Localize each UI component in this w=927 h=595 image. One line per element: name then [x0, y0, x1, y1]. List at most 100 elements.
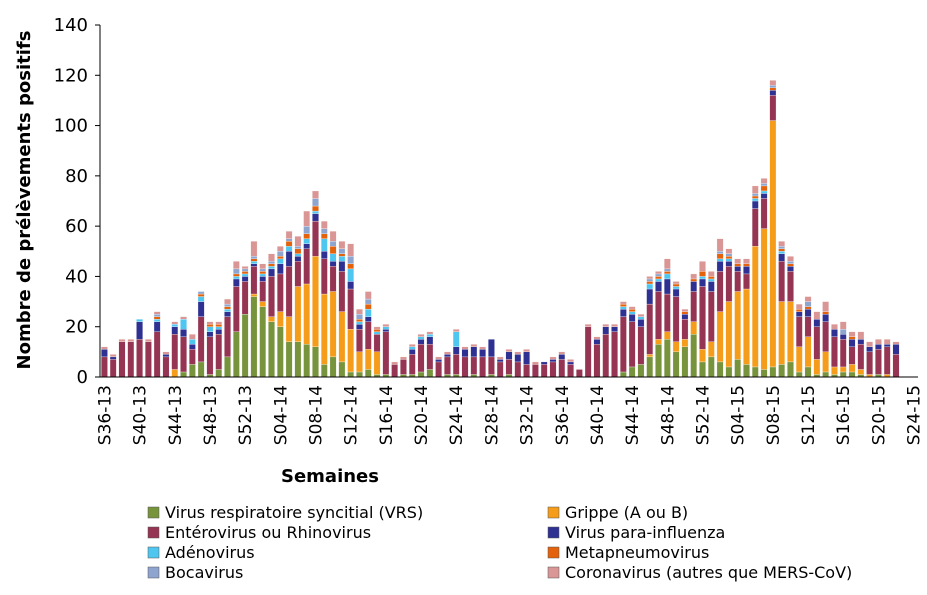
bar-segment: [303, 238, 311, 244]
bar-segment: [760, 228, 768, 370]
x-tick-label: S12-15: [799, 385, 819, 445]
bar-segment: [426, 336, 434, 345]
bar-segment: [672, 281, 680, 285]
bar-segment: [250, 258, 258, 262]
x-tick-label: S24-15: [905, 385, 925, 445]
bar-segment: [435, 356, 442, 360]
bar-segment: [734, 291, 742, 360]
bar-segment: [444, 351, 451, 355]
bar-segment: [690, 278, 698, 282]
bar-segment: [707, 356, 715, 378]
bar-segment: [171, 324, 179, 327]
y-tick-label: 20: [65, 317, 88, 338]
bar-segment: [285, 341, 293, 378]
bar-segment: [822, 351, 829, 373]
bar-segment: [338, 253, 346, 257]
bar-segment: [233, 286, 240, 332]
bar-segment: [664, 293, 671, 332]
bar-segment: [804, 296, 812, 302]
bar-segment: [189, 339, 196, 345]
bar-segment: [707, 291, 715, 342]
bar-segment: [417, 334, 425, 337]
bar-segment: [567, 359, 574, 363]
bar-segment: [250, 266, 258, 295]
bar-segment: [672, 288, 680, 297]
bar-segment: [699, 261, 706, 272]
bar-segment: [620, 301, 627, 305]
bar-segment: [628, 308, 636, 312]
bar-segment: [628, 366, 636, 378]
bar-segment: [892, 344, 900, 355]
bar-segment: [672, 296, 680, 342]
bar-segment: [681, 311, 689, 315]
bar-segment: [364, 303, 372, 310]
y-axis-title: Nombre de prélèvements positifs: [14, 31, 35, 370]
x-axis-title: Semaines: [281, 466, 379, 487]
bar-segment: [294, 261, 302, 287]
bar-segment: [224, 316, 231, 358]
bar-segment: [831, 336, 838, 368]
bar-segment: [778, 241, 785, 247]
bar-segment: [734, 271, 742, 292]
bar-segment: [356, 329, 363, 353]
bar-segment: [839, 334, 847, 340]
bar-segment: [285, 238, 293, 242]
bar-segment: [233, 276, 240, 280]
bar-segment: [875, 349, 882, 375]
bar-segment: [655, 278, 662, 282]
bar-segment: [593, 339, 601, 345]
bar-segment: [822, 371, 829, 378]
bar-segment: [751, 185, 759, 194]
bar-segment: [769, 87, 777, 91]
bar-segment: [690, 334, 698, 378]
bar-segment: [514, 354, 522, 363]
bar-segment: [312, 213, 319, 222]
bar-segment: [259, 301, 267, 307]
bar-segment: [646, 288, 654, 305]
bar-segment: [197, 293, 205, 297]
bar-segment: [646, 303, 654, 355]
bar-segment: [276, 263, 284, 275]
x-tick-label: S16-15: [834, 385, 854, 445]
bar-segment: [620, 316, 627, 373]
bar-segment: [294, 253, 302, 257]
bar-segment: [558, 359, 566, 378]
bar-segment: [664, 271, 671, 275]
bar-segment: [268, 253, 275, 262]
bar-segment: [250, 293, 258, 297]
bar-segment: [197, 301, 205, 317]
bar-segment: [338, 271, 346, 312]
x-tick-label: S44-13: [166, 385, 186, 445]
bar-segment: [725, 266, 733, 302]
legend-swatch: [147, 506, 160, 519]
bar-segment: [787, 271, 794, 302]
bar-segment: [127, 341, 135, 378]
bar-segment: [382, 331, 390, 375]
bar-segment: [479, 356, 486, 378]
x-tick-label: S28-14: [482, 385, 502, 445]
bar-segment: [364, 291, 372, 300]
bar-segment: [672, 286, 680, 290]
bar-segment: [593, 344, 601, 378]
bar-segment: [839, 366, 847, 373]
bar-segment: [681, 339, 689, 347]
bar-segment: [751, 200, 759, 209]
bar-segment: [558, 351, 566, 355]
bar-segment: [285, 316, 293, 342]
bar-segment: [822, 313, 829, 322]
bar-segment: [417, 344, 425, 373]
bar-segment: [461, 349, 469, 358]
bar-segment: [224, 311, 231, 317]
bar-segment: [795, 316, 803, 347]
bar-segment: [787, 256, 794, 262]
bar-segment: [743, 273, 750, 290]
bar-segment: [391, 364, 398, 378]
bar-segment: [831, 366, 838, 375]
bar-segment: [303, 243, 311, 249]
bar-segment: [760, 183, 768, 187]
bar-segment: [795, 303, 803, 310]
bar-segment: [329, 231, 337, 242]
y-tick-label: 40: [65, 266, 88, 287]
bar-segment: [408, 346, 416, 350]
bar-segment: [813, 319, 821, 327]
